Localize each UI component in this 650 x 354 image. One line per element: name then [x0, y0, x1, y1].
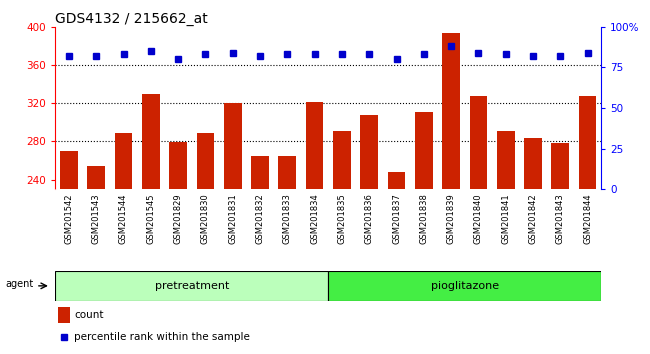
Bar: [114, 133, 133, 189]
Text: GSM201544: GSM201544: [119, 193, 128, 244]
Text: GSM201835: GSM201835: [337, 193, 346, 244]
Bar: [251, 156, 269, 189]
Bar: [169, 142, 187, 189]
Text: GSM201829: GSM201829: [174, 193, 183, 244]
Bar: [60, 151, 78, 189]
Bar: [278, 156, 296, 189]
Bar: [360, 115, 378, 189]
Bar: [442, 33, 460, 189]
Bar: [306, 102, 324, 189]
Text: GSM201842: GSM201842: [528, 193, 538, 244]
Text: GSM201836: GSM201836: [365, 193, 374, 244]
Bar: [524, 138, 542, 189]
Text: GSM201844: GSM201844: [583, 193, 592, 244]
Text: GSM201838: GSM201838: [419, 193, 428, 244]
Bar: [328, 271, 601, 301]
Bar: [224, 103, 242, 189]
Text: GSM201840: GSM201840: [474, 193, 483, 244]
Text: GSM201839: GSM201839: [447, 193, 456, 244]
Bar: [497, 131, 515, 189]
Bar: [142, 93, 160, 189]
Text: GDS4132 / 215662_at: GDS4132 / 215662_at: [55, 12, 208, 25]
Text: GSM201831: GSM201831: [228, 193, 237, 244]
Text: GSM201545: GSM201545: [146, 193, 155, 244]
Bar: [551, 143, 569, 189]
Text: GSM201542: GSM201542: [64, 193, 73, 244]
Bar: [196, 133, 214, 189]
Text: agent: agent: [6, 279, 34, 289]
Bar: [58, 307, 70, 323]
Bar: [415, 112, 433, 189]
Bar: [578, 96, 597, 189]
Text: GSM201833: GSM201833: [283, 193, 292, 244]
Bar: [333, 131, 351, 189]
Text: GSM201837: GSM201837: [392, 193, 401, 244]
Text: pretreatment: pretreatment: [155, 281, 229, 291]
Bar: [87, 166, 105, 189]
Text: count: count: [74, 310, 104, 320]
Bar: [387, 172, 406, 189]
Text: GSM201543: GSM201543: [92, 193, 101, 244]
Text: GSM201830: GSM201830: [201, 193, 210, 244]
Bar: [469, 96, 488, 189]
Text: GSM201843: GSM201843: [556, 193, 565, 244]
Text: percentile rank within the sample: percentile rank within the sample: [74, 332, 250, 342]
Text: GSM201832: GSM201832: [255, 193, 265, 244]
Bar: [55, 271, 328, 301]
Text: GSM201834: GSM201834: [310, 193, 319, 244]
Text: pioglitazone: pioglitazone: [431, 281, 499, 291]
Text: GSM201841: GSM201841: [501, 193, 510, 244]
